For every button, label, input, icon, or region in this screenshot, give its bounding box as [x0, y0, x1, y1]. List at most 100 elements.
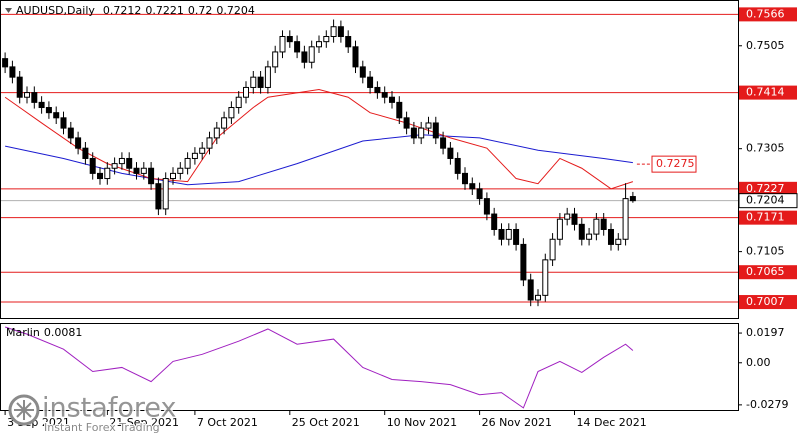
candle-body [403, 117, 410, 129]
y-tick-label: 0.0197 [746, 326, 785, 339]
candle-body [330, 26, 337, 38]
candle-body [60, 117, 67, 129]
candle-body [279, 36, 286, 53]
watermark-name: instaforex [42, 393, 176, 424]
candle-body [396, 101, 403, 119]
x-tick-label: 10 Nov 2021 [387, 416, 457, 429]
indicator-value: 0.0081 [44, 326, 83, 339]
candle-body [505, 228, 512, 240]
candle-body [425, 122, 432, 129]
candle-body [235, 96, 242, 109]
candle-body [593, 218, 600, 235]
candle-body [228, 107, 235, 119]
candle-body [513, 228, 520, 245]
level-label: 0.7007 [746, 295, 785, 308]
x-tick-label: 21 Sep 2021 [109, 416, 179, 429]
candle-body [542, 259, 549, 296]
level-label-box [739, 7, 797, 22]
candle-body [221, 117, 228, 129]
candle-body [184, 157, 191, 169]
candle-body [250, 76, 257, 88]
callout-label: 0.7275 [656, 157, 695, 170]
candle-body [629, 196, 636, 202]
level-label: 0.7414 [746, 86, 785, 99]
candle-body [148, 167, 155, 185]
level-label: 0.7065 [746, 265, 785, 278]
candle-body [622, 198, 629, 240]
candle-body [133, 167, 140, 174]
candle-body [607, 228, 614, 245]
level-label-box [739, 85, 797, 100]
candle-body [199, 147, 206, 154]
candle-body [556, 218, 563, 240]
x-tick-label: 14 Dec 2021 [576, 416, 646, 429]
close-price: 0.7204 [216, 4, 255, 17]
candle-body [571, 213, 578, 225]
candle-body [206, 137, 213, 149]
candle-body [337, 26, 344, 38]
candle-body [111, 163, 118, 169]
candle-body [410, 127, 417, 139]
candle-body [600, 218, 607, 230]
candle-body [374, 86, 381, 94]
low-price: 0.72 [188, 4, 213, 17]
level-label-box [739, 210, 797, 225]
logo-mark [14, 400, 34, 420]
candle-body [586, 233, 593, 240]
candle-body [38, 101, 45, 109]
candle-body [9, 66, 16, 78]
candle-body [104, 167, 111, 180]
candle-body [126, 157, 133, 169]
candle-body [615, 238, 622, 245]
candle-body [483, 198, 490, 215]
candle-body [534, 294, 541, 301]
callout-box [651, 155, 697, 173]
candle-body [118, 157, 125, 165]
candle-body [75, 137, 82, 149]
level-label: 0.7566 [746, 7, 785, 20]
last-price-box [738, 193, 798, 209]
x-tick-label: 25 Oct 2021 [292, 416, 360, 429]
x-tick-label: 7 Oct 2021 [197, 416, 258, 429]
candle-body [301, 51, 308, 63]
watermark: instaforex Instant Forex Trading [8, 391, 178, 435]
title-icon [5, 8, 12, 13]
candle-body [24, 92, 31, 98]
candle-body [170, 172, 177, 180]
candle-body [45, 107, 52, 114]
oscillator-line [4, 326, 634, 409]
indicator-title: Marlin 0.0081 [6, 326, 82, 339]
indicator-pane [0, 323, 739, 411]
candle-body [315, 41, 322, 48]
candle-body [440, 137, 447, 149]
candle-body [323, 36, 330, 43]
candle-body [447, 147, 454, 159]
candle-body [191, 152, 198, 159]
level-label-box [739, 295, 797, 310]
candle-body [213, 127, 220, 139]
symbol: AUDUSD,Daily [16, 4, 95, 17]
candle-body [2, 58, 9, 68]
moving-average [5, 134, 633, 186]
candle-body [454, 157, 461, 174]
candle-body [155, 183, 162, 210]
candle-body [564, 213, 571, 220]
candle-body [308, 46, 315, 63]
candle-body [16, 76, 23, 98]
x-tick-label: 26 Nov 2021 [482, 416, 552, 429]
indicator-name: Marlin [6, 326, 40, 339]
candle-body [97, 172, 104, 180]
candle-body [272, 51, 279, 68]
candle-body [162, 178, 169, 210]
candle-body [432, 122, 439, 139]
y-tick-label: 0.7505 [746, 39, 785, 52]
y-tick-label: 0.7105 [746, 245, 785, 258]
candle-body [53, 112, 60, 119]
level-label: 0.7227 [746, 182, 785, 195]
candle-body [82, 147, 89, 159]
candle-body [243, 86, 249, 98]
candle-body [367, 76, 374, 88]
candle-body [498, 228, 505, 240]
